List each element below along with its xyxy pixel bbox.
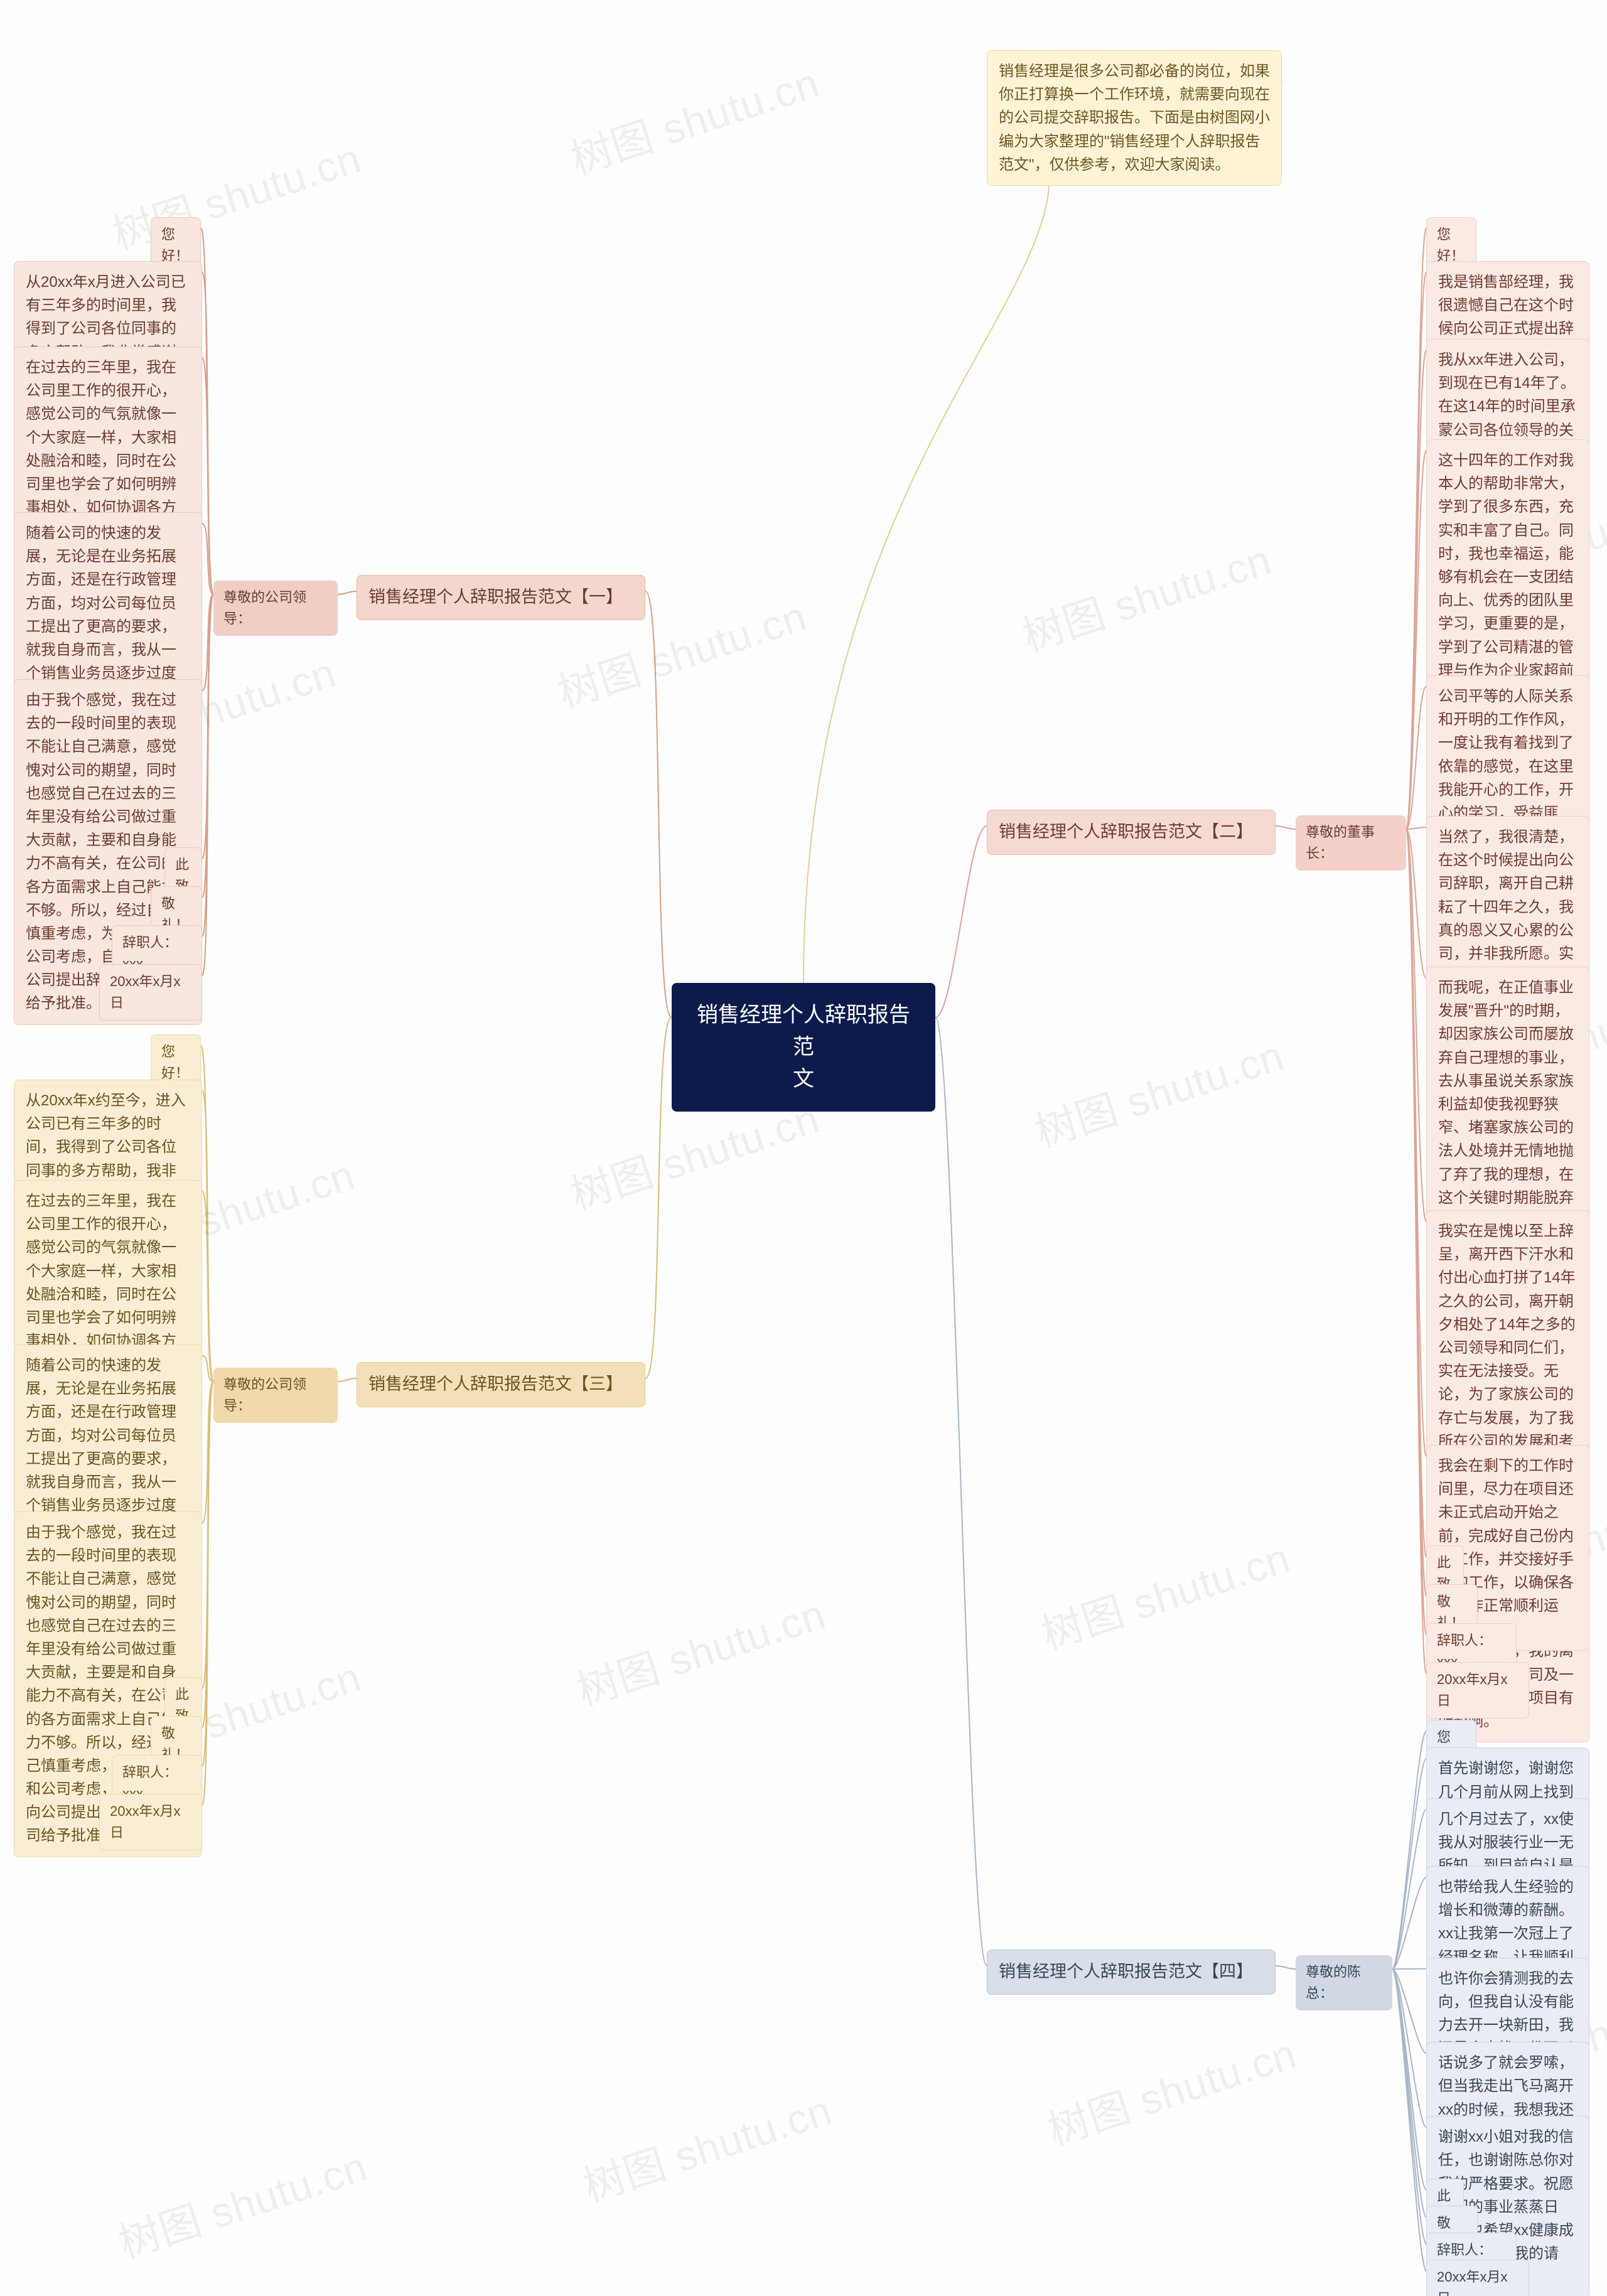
root-node[interactable]: 销售经理个人辞职报告范文 bbox=[672, 983, 935, 1112]
branch-title-4[interactable]: 销售经理个人辞职报告范文【四】 bbox=[987, 1950, 1276, 1995]
mindmap-canvas: 树图 shutu.cn树图 shutu.cn树图 shutu.cn树图 shut… bbox=[0, 0, 1607, 2296]
branch-1-detail-8: 20xx年x月x日 bbox=[99, 964, 202, 1021]
branch-salutation-1: 尊敬的公司领导： bbox=[213, 581, 338, 636]
branch-salutation-2: 尊敬的董事长： bbox=[1296, 815, 1406, 871]
branch-salutation-3: 尊敬的公司领导： bbox=[213, 1368, 338, 1423]
intro-box: 销售经理是很多公司都必备的岗位，如果你正打算换一个工作环境，就需要向现在的公司提… bbox=[987, 50, 1282, 186]
connectors-layer bbox=[0, 0, 1607, 2296]
branch-3-detail-8: 20xx年x月x日 bbox=[99, 1794, 202, 1850]
branch-title-3[interactable]: 销售经理个人辞职报告范文【三】 bbox=[357, 1362, 645, 1407]
branch-2-detail-12: 20xx年x月x日 bbox=[1426, 1662, 1529, 1719]
branch-title-2[interactable]: 销售经理个人辞职报告范文【二】 bbox=[987, 810, 1276, 855]
branch-4-detail-10: 20xx年x月x日 bbox=[1426, 2260, 1529, 2296]
branch-salutation-4: 尊敬的陈总： bbox=[1296, 1955, 1392, 2010]
branch-title-1[interactable]: 销售经理个人辞职报告范文【一】 bbox=[357, 575, 645, 620]
